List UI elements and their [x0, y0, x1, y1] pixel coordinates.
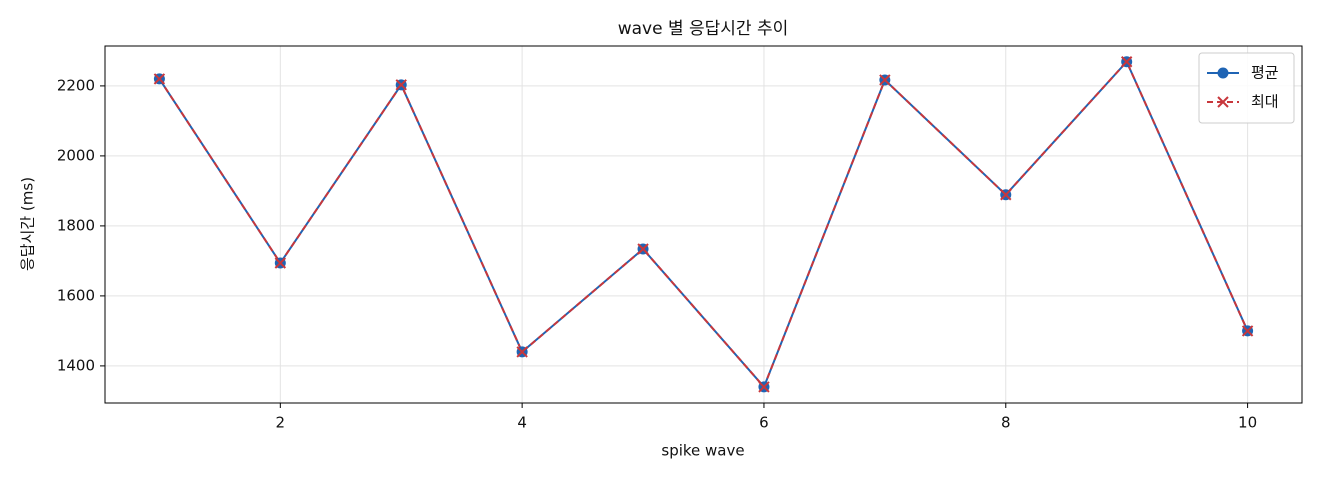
- data-point: [879, 74, 891, 86]
- data-point: [758, 381, 770, 393]
- x-tick-label: 2: [276, 414, 286, 432]
- y-tick-label: 2000: [57, 146, 95, 164]
- series-line: [158, 59, 1249, 389]
- legend-box: [1198, 52, 1295, 124]
- y-tick-label: 1800: [57, 216, 95, 234]
- y-tick-label: 1400: [57, 356, 95, 374]
- x-tick-label: 6: [759, 414, 769, 432]
- legend-marker: [1217, 96, 1229, 108]
- grid: [105, 46, 1302, 403]
- plot: [153, 56, 1254, 393]
- y-tick-label: 2200: [57, 76, 95, 94]
- x-axis-label: spike wave: [661, 442, 744, 460]
- data-point: [395, 79, 407, 91]
- data-point: [1241, 325, 1254, 337]
- data-point: [516, 346, 528, 358]
- legend-label: 최대: [1251, 93, 1279, 111]
- legend-label: 평균: [1251, 64, 1279, 82]
- data-point: [1000, 189, 1012, 201]
- x-tick-label: 10: [1238, 414, 1257, 432]
- chart-title: wave 별 응답시간 추이: [618, 19, 789, 39]
- legend-marker: [1217, 67, 1229, 79]
- plot-frame: [104, 45, 1303, 404]
- data-point: [637, 243, 649, 255]
- x-tick-label: 4: [517, 414, 527, 432]
- y-tick-label: 1600: [57, 286, 95, 304]
- data-point: [1120, 56, 1133, 68]
- x-tick-label: 8: [1001, 414, 1011, 432]
- data-point: [153, 73, 166, 85]
- y-axis-label: 응답시간 (ms): [19, 177, 37, 271]
- data-point: [274, 257, 287, 269]
